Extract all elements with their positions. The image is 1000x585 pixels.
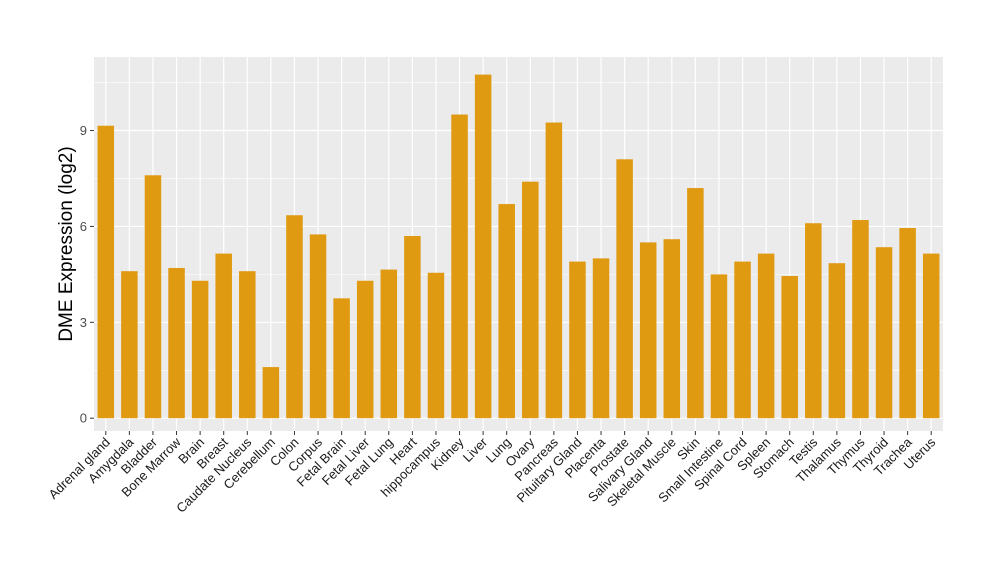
bar xyxy=(380,269,398,419)
bar xyxy=(757,253,775,419)
bar xyxy=(309,234,327,419)
y-axis: 0 3 6 9 xyxy=(80,123,94,426)
bar xyxy=(121,271,138,419)
bar xyxy=(522,181,539,419)
bar xyxy=(474,74,492,419)
bars xyxy=(97,74,940,419)
bar xyxy=(828,263,846,419)
bar xyxy=(97,125,115,419)
y-tick-label: 3 xyxy=(80,315,87,330)
bar xyxy=(569,261,586,419)
bar xyxy=(333,298,350,419)
bar xyxy=(262,367,280,419)
bar xyxy=(498,204,515,419)
bar xyxy=(404,236,421,419)
bar xyxy=(734,261,751,419)
bar xyxy=(286,215,303,419)
bar xyxy=(451,114,468,419)
bar xyxy=(168,267,185,419)
bar xyxy=(639,242,657,419)
bar xyxy=(899,228,916,419)
bar xyxy=(592,258,610,419)
bar xyxy=(687,188,704,419)
y-tick-label: 9 xyxy=(80,123,87,138)
bar xyxy=(663,239,681,419)
bar xyxy=(922,253,940,419)
bar xyxy=(239,271,256,419)
bar xyxy=(852,220,869,419)
y-tick-label: 0 xyxy=(80,411,87,426)
bar xyxy=(781,275,798,419)
bar xyxy=(805,223,822,419)
x-tick-label: Liver xyxy=(460,434,491,465)
bar xyxy=(875,247,893,419)
plot-panel xyxy=(94,57,943,431)
y-tick-label: 6 xyxy=(80,219,87,234)
bar xyxy=(215,253,232,419)
bar xyxy=(144,175,162,419)
bar xyxy=(191,280,209,419)
bar xyxy=(616,159,633,419)
bar xyxy=(356,280,374,419)
bar xyxy=(710,274,728,419)
minor-gridlines xyxy=(94,82,943,371)
bar xyxy=(427,272,445,419)
bar xyxy=(545,122,563,419)
y-axis-label: DME Expression (log2) xyxy=(56,146,77,341)
